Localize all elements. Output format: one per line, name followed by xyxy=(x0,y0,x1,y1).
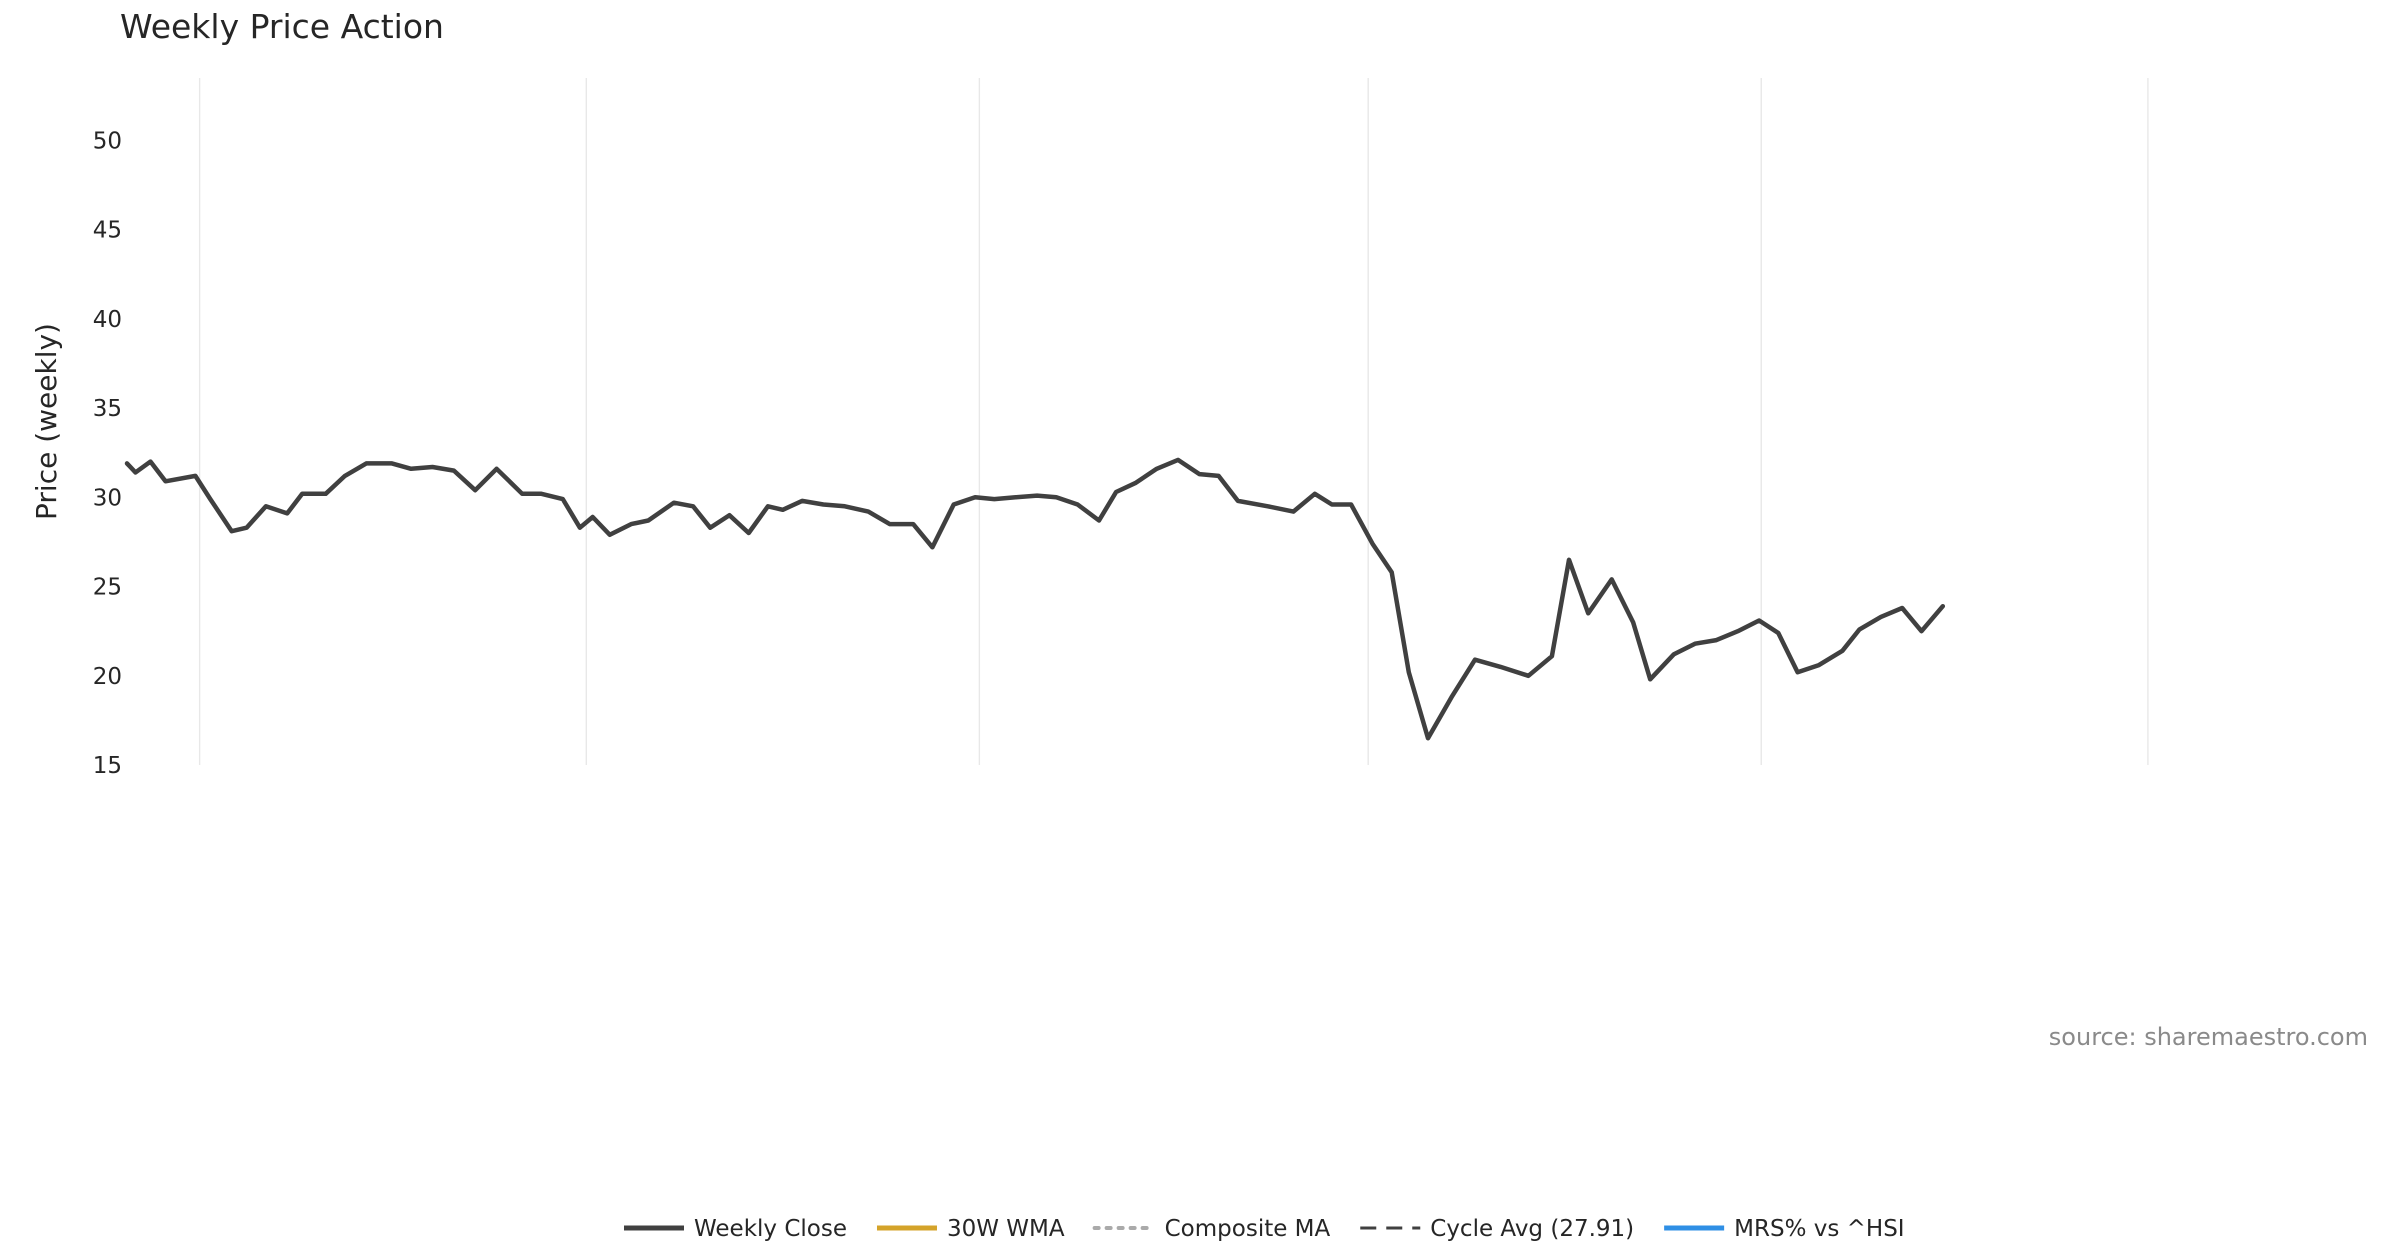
legend-label-30w-wma: 30W WMA xyxy=(947,1216,1065,1242)
chart-title: Weekly Price Action xyxy=(120,7,444,46)
legend-label-composite-ma: Composite MA xyxy=(1165,1216,1331,1242)
price-y-tick-label: 25 xyxy=(93,575,122,601)
series-line-weekly-close xyxy=(124,457,1946,741)
price-y-axis-label: Price (weekly) xyxy=(30,323,63,520)
source-note: source: sharemaestro.com xyxy=(2049,1023,2368,1051)
price-y-tick-label: 45 xyxy=(93,218,122,244)
price-y-tick-label: 35 xyxy=(93,396,122,422)
price-y-tick-label: 40 xyxy=(93,307,122,333)
price-y-tick-label: 20 xyxy=(93,664,122,690)
price-y-tick-label: 30 xyxy=(93,485,122,511)
legend-label-weekly-close: Weekly Close xyxy=(694,1216,847,1242)
price-y-tick-label: 15 xyxy=(93,753,122,779)
legend-label-cycle-avg-27-91: Cycle Avg (27.91) xyxy=(1430,1216,1634,1242)
price-y-tick-label: 50 xyxy=(93,128,122,154)
legend-label-mrs-vs-hsi: MRS% vs ^HSI xyxy=(1734,1216,1904,1242)
